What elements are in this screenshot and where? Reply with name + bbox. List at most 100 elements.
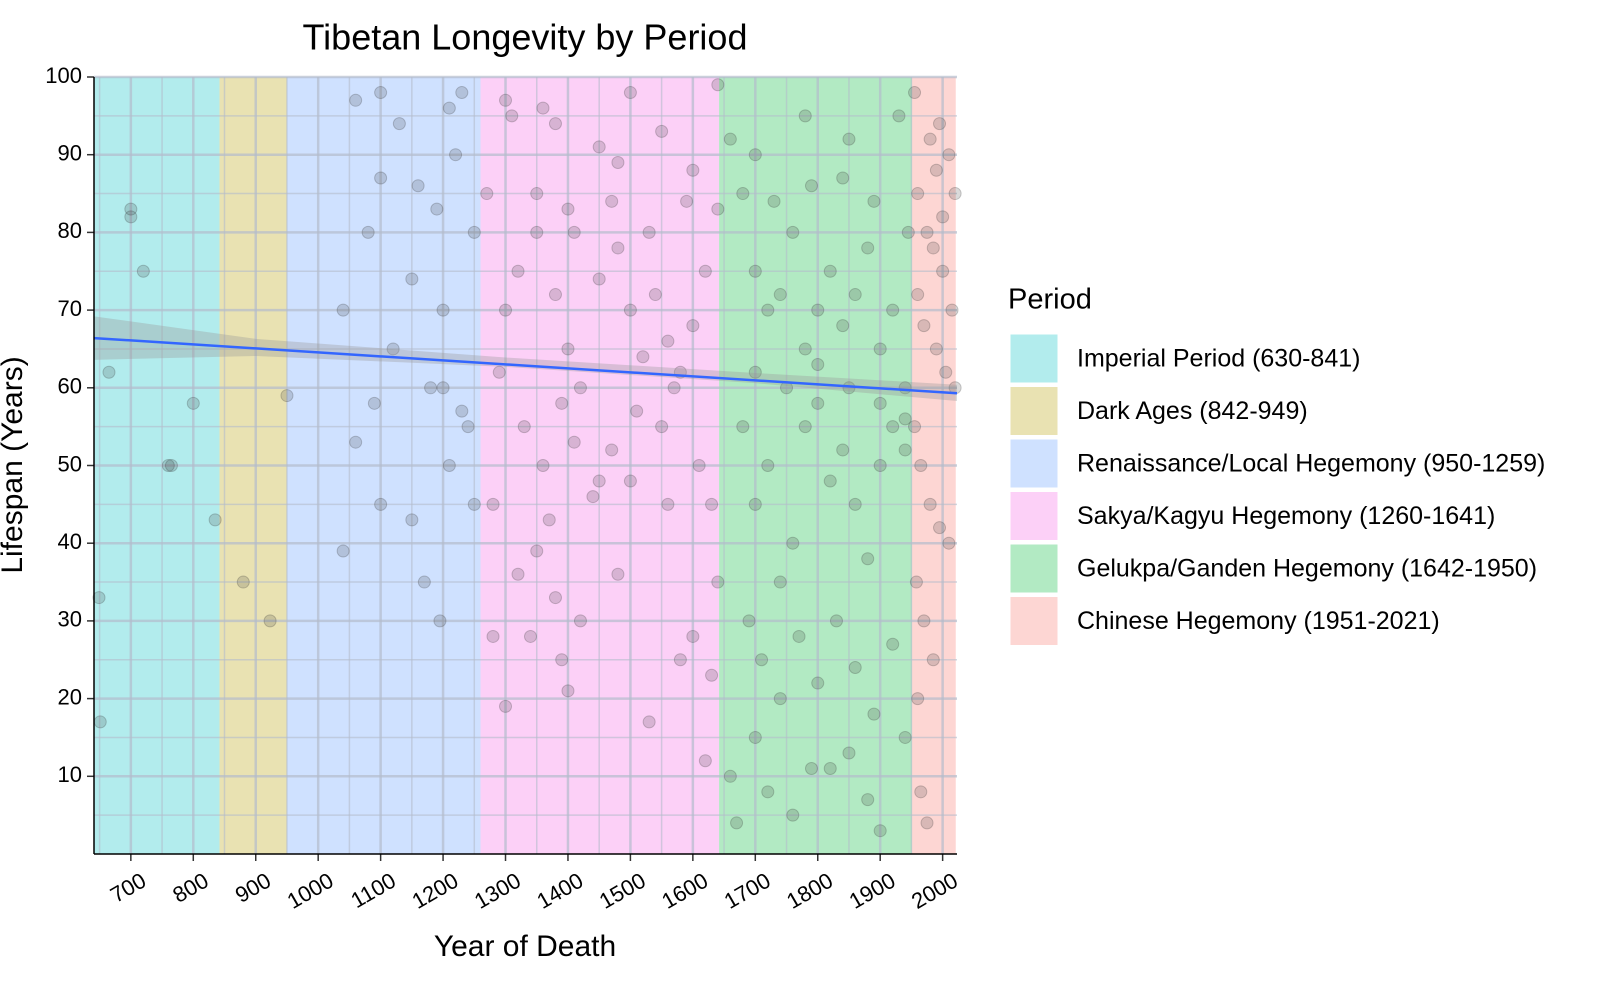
point (461, 420, 475, 434)
legend-key (1009, 543, 1059, 594)
point (917, 614, 931, 628)
point (511, 567, 525, 581)
point (761, 303, 775, 317)
point (280, 389, 294, 403)
legend-key (1009, 333, 1059, 384)
point (917, 319, 931, 333)
point (424, 381, 438, 395)
point (823, 474, 837, 488)
x-axis-title: Year of Death (434, 930, 616, 963)
point (542, 513, 556, 527)
point (798, 109, 812, 123)
y-tick-label: 40 (58, 529, 82, 554)
point (948, 187, 962, 201)
point (573, 614, 587, 628)
point (805, 179, 819, 193)
point (661, 334, 675, 348)
point (655, 124, 669, 138)
x-tick-label: 700 (106, 868, 150, 908)
point (455, 86, 469, 100)
point (805, 762, 819, 776)
point (711, 202, 725, 216)
point (926, 653, 940, 667)
y-tick-label: 20 (58, 684, 82, 709)
point (492, 365, 506, 379)
point (920, 816, 934, 830)
point (505, 109, 519, 123)
trend-line (93, 336, 958, 395)
point (829, 614, 843, 628)
point (886, 637, 900, 651)
point (848, 497, 862, 511)
point (530, 544, 544, 558)
point (892, 109, 906, 123)
point (336, 544, 350, 558)
point (748, 148, 762, 162)
point (792, 629, 806, 643)
legend-key (1009, 438, 1059, 489)
point (499, 303, 513, 317)
legend-label: Renaissance/Local Hegemony (950-1259) (1077, 450, 1545, 478)
point (798, 342, 812, 356)
point (93, 715, 107, 729)
point (442, 101, 456, 115)
legend-label: Dark Ages (842-949) (1077, 397, 1308, 425)
point (467, 225, 481, 239)
point (914, 785, 928, 799)
point (861, 241, 875, 255)
point (611, 567, 625, 581)
point (748, 264, 762, 278)
point (836, 319, 850, 333)
point (349, 435, 363, 449)
point (936, 210, 950, 224)
point (605, 443, 619, 457)
point (499, 93, 513, 107)
point (755, 653, 769, 667)
y-axis-title: Lifespan (Years) (0, 356, 29, 573)
x-tick-label: 1600 (657, 868, 712, 914)
point (555, 396, 569, 410)
point (455, 404, 469, 418)
point (942, 536, 956, 550)
point (548, 591, 562, 605)
x-tick-label: 2000 (907, 868, 962, 914)
point (186, 396, 200, 410)
point (926, 241, 940, 255)
point (911, 692, 925, 706)
point (467, 497, 481, 511)
point (898, 730, 912, 744)
point (773, 288, 787, 302)
y-tick-label: 50 (58, 451, 82, 476)
legend-label: Chinese Hegemony (1951-2021) (1077, 607, 1440, 635)
legend-key (1009, 491, 1059, 541)
point (861, 552, 875, 566)
point (486, 629, 500, 643)
point (555, 653, 569, 667)
point (698, 754, 712, 768)
point (929, 342, 943, 356)
point (623, 303, 637, 317)
point (592, 272, 606, 286)
point (436, 381, 450, 395)
point (773, 692, 787, 706)
x-tick-label: 1700 (720, 868, 775, 914)
point (386, 342, 400, 356)
point (667, 381, 681, 395)
point (442, 459, 456, 472)
point (914, 459, 928, 472)
point (811, 396, 825, 410)
point (723, 132, 737, 146)
point (161, 459, 175, 472)
point (933, 117, 947, 131)
x-tick-label: 800 (168, 868, 212, 908)
point (836, 171, 850, 185)
point (164, 459, 178, 472)
point (936, 264, 950, 278)
point (548, 117, 562, 131)
x-tick-label: 1300 (470, 868, 525, 914)
point (592, 140, 606, 154)
point (945, 303, 959, 317)
point (848, 288, 862, 302)
point (536, 459, 550, 472)
point (449, 148, 463, 162)
